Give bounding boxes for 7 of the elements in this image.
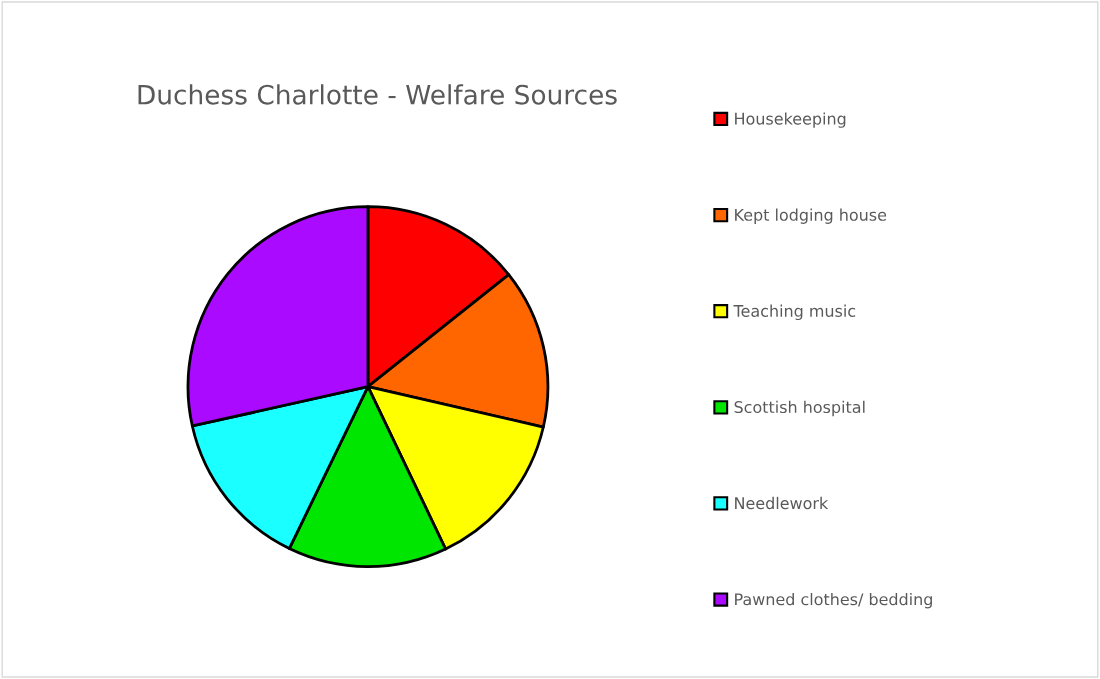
legend-label: Kept lodging house [735, 208, 887, 224]
legend-label: Housekeeping [735, 112, 846, 128]
legend-label: Teaching music [733, 304, 856, 321]
chart-title: Duchess Charlotte - Welfare Sources [138, 84, 617, 105]
legend-label: Needlework [735, 496, 829, 510]
legend-label: Scottish hospital [734, 400, 865, 417]
legend-label: Pawned clothes/ bedding [735, 592, 932, 609]
